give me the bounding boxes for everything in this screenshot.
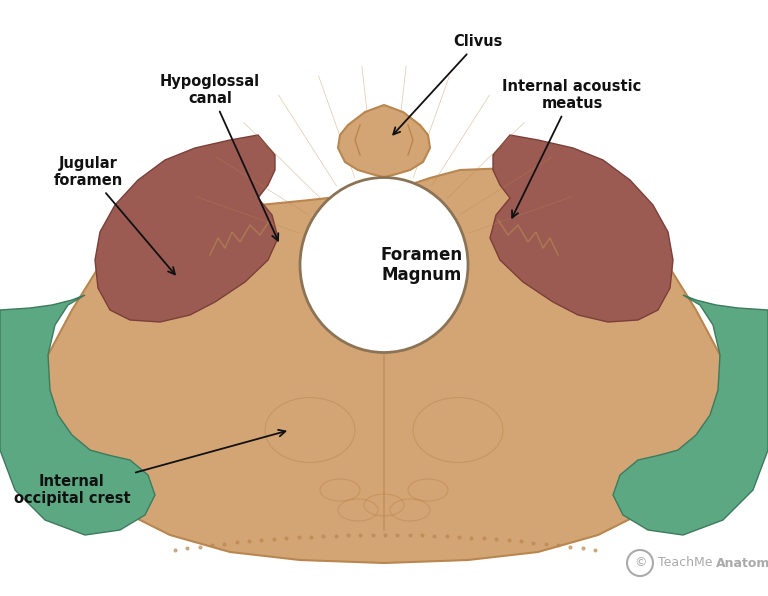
- Text: Clivus: Clivus: [393, 35, 503, 135]
- PathPatch shape: [490, 135, 673, 322]
- PathPatch shape: [38, 168, 730, 563]
- PathPatch shape: [613, 295, 768, 535]
- Text: TeachMe: TeachMe: [658, 557, 713, 570]
- PathPatch shape: [95, 135, 278, 322]
- Text: Internal acoustic
meatus: Internal acoustic meatus: [502, 79, 641, 218]
- Text: Hypoglossal
canal: Hypoglossal canal: [160, 74, 278, 241]
- Text: Foramen
Magnum: Foramen Magnum: [381, 246, 463, 284]
- Text: Anatomy: Anatomy: [716, 557, 768, 570]
- Ellipse shape: [300, 178, 468, 352]
- PathPatch shape: [338, 105, 430, 177]
- Text: Jugular
foramen: Jugular foramen: [53, 156, 175, 274]
- Text: ©: ©: [634, 557, 646, 570]
- PathPatch shape: [0, 295, 155, 535]
- Text: Internal
occipital crest: Internal occipital crest: [14, 430, 286, 506]
